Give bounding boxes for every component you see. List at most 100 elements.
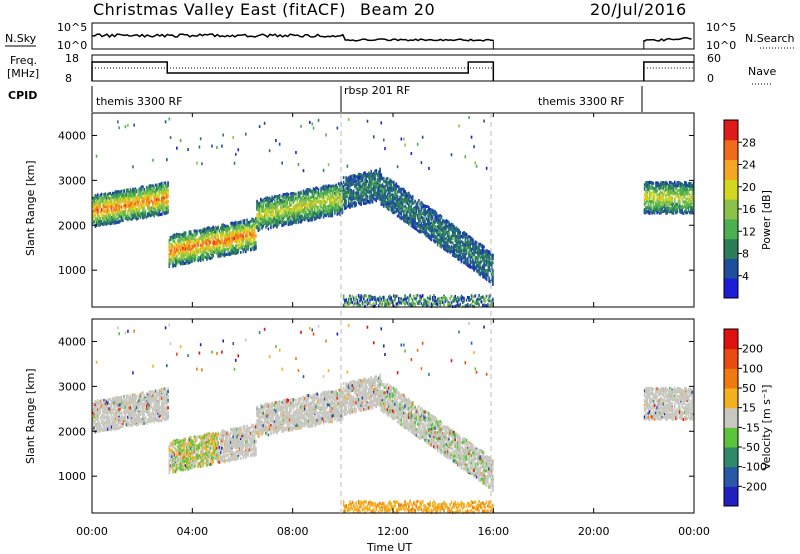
power-cell <box>216 226 218 230</box>
power-cell <box>226 226 228 230</box>
power-cell <box>228 242 231 246</box>
power-cell <box>203 249 206 253</box>
power-cell <box>347 184 350 188</box>
power-cell <box>179 240 182 244</box>
power-cell <box>95 218 98 222</box>
power-cell <box>153 190 156 194</box>
power-cell <box>148 190 151 194</box>
power-cell <box>307 215 310 219</box>
power-cell <box>273 205 276 209</box>
power-cell <box>362 185 365 189</box>
power-cell <box>174 264 177 268</box>
power-cell <box>367 301 370 305</box>
power-cell <box>300 205 302 209</box>
power-cell <box>321 207 324 211</box>
power-cell <box>223 253 226 257</box>
power-cell <box>232 245 235 249</box>
power-cell <box>192 236 194 240</box>
power-cell <box>243 222 246 226</box>
power-cell <box>149 210 152 214</box>
power-cell <box>189 260 192 264</box>
power-cell <box>148 213 151 217</box>
power-cell <box>110 198 113 202</box>
power-cell <box>134 192 137 196</box>
power-cell <box>239 220 242 224</box>
power-cell <box>183 261 186 265</box>
power-cell <box>342 188 345 192</box>
power-cell <box>347 190 350 194</box>
nave-tick-top: 60 <box>707 52 721 65</box>
power-cell <box>188 238 191 242</box>
power-cell <box>261 199 263 203</box>
power-cell <box>366 301 369 305</box>
power-cell <box>169 247 172 251</box>
power-cell <box>258 211 261 215</box>
power-cell <box>98 214 100 218</box>
power-cell <box>305 206 307 210</box>
power-cell <box>137 200 139 204</box>
power-cell <box>213 236 216 240</box>
power-cell <box>145 187 148 191</box>
power-cell <box>176 146 178 150</box>
power-cell <box>252 241 255 245</box>
power-cell <box>143 188 146 192</box>
power-cell <box>105 218 108 222</box>
power-cell <box>219 241 222 245</box>
power-cell <box>352 192 355 196</box>
power-cell <box>344 205 346 209</box>
power-cell <box>275 221 277 225</box>
power-cell <box>188 256 191 260</box>
power-cell <box>270 199 272 203</box>
power-cell <box>275 223 277 227</box>
power-cell <box>322 184 325 188</box>
power-cell <box>303 204 306 208</box>
power-cell <box>189 245 192 249</box>
power-cell <box>265 210 267 214</box>
power-cell <box>371 179 374 183</box>
power-cell <box>379 167 381 171</box>
power-cell <box>153 212 156 216</box>
power-cell <box>206 234 208 238</box>
power-cell <box>362 194 365 198</box>
power-cell <box>350 191 352 195</box>
power-cell <box>95 203 98 207</box>
power-cell <box>310 196 312 200</box>
power-cell <box>107 195 109 199</box>
power-cell <box>362 199 365 203</box>
power-cell <box>296 207 299 211</box>
power-cell <box>120 207 123 211</box>
power-cell <box>313 217 316 221</box>
power-cell <box>276 197 278 201</box>
power-cell <box>139 191 142 195</box>
power-cell <box>253 228 256 232</box>
power-cell <box>346 188 349 192</box>
power-cell <box>306 197 309 201</box>
power-cell <box>322 209 325 213</box>
power-cell <box>297 210 300 214</box>
power-cell <box>139 193 142 197</box>
power-cell <box>186 260 188 264</box>
power-cell <box>322 215 325 219</box>
power-cell <box>202 248 204 252</box>
power-cell <box>231 235 233 239</box>
power-cell <box>93 209 95 213</box>
power-cell <box>153 199 156 203</box>
power-cell <box>339 206 341 210</box>
power-cell <box>326 193 329 197</box>
power-cell <box>229 221 232 225</box>
power-cell <box>95 208 98 212</box>
power-cell <box>302 191 305 195</box>
power-cell <box>298 194 301 198</box>
power-cell <box>212 225 214 229</box>
power-cell <box>234 221 237 225</box>
power-cell <box>182 260 184 264</box>
power-cell <box>313 198 316 202</box>
power-cell <box>203 233 206 237</box>
power-cell <box>351 190 354 194</box>
power-cell <box>162 209 164 213</box>
power-cell <box>168 241 171 245</box>
power-cell <box>350 200 352 204</box>
power-cell <box>356 193 359 197</box>
power-cell <box>188 258 191 262</box>
power-cell <box>287 194 290 198</box>
